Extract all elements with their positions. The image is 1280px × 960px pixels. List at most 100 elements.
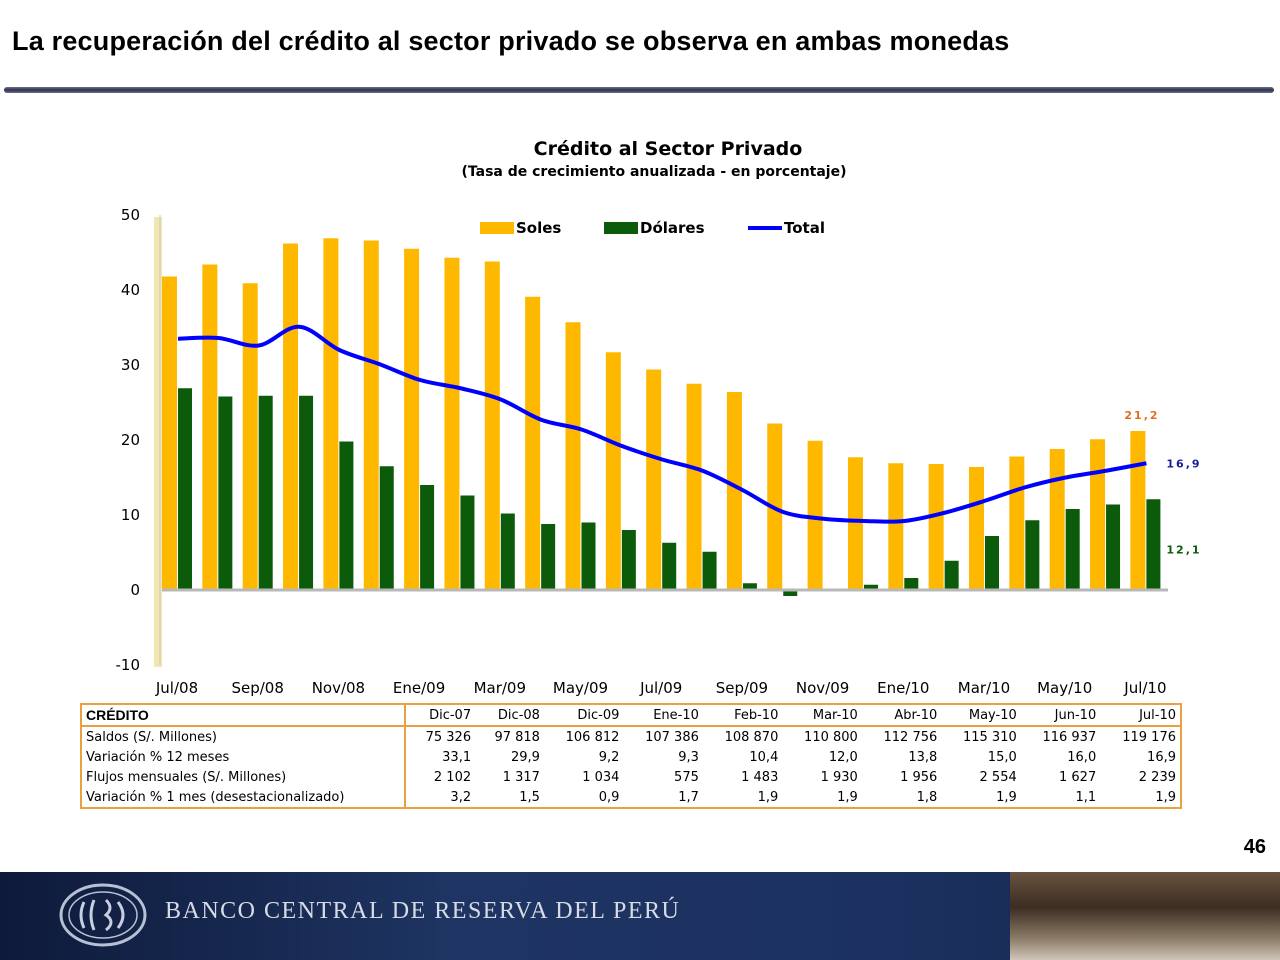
credit-growth-chart: Crédito al Sector Privado (Tasa de creci… xyxy=(116,138,1201,697)
bar-soles xyxy=(363,240,379,590)
bar-dolares xyxy=(541,524,556,590)
bar-soles xyxy=(847,457,863,590)
table-cell: 2 554 xyxy=(979,769,1017,785)
table-row: Variación % 12 meses 33,1 29,9 9,2 9,3 10,4 12… xyxy=(81,747,1181,767)
table-cell: 13,8 xyxy=(908,749,938,765)
table-cell: 1,7 xyxy=(678,789,699,805)
table-cell: 2 102 xyxy=(433,769,472,785)
bar-soles xyxy=(162,276,177,590)
legend-total-label: Total xyxy=(784,219,825,237)
y-axis-band xyxy=(154,217,162,667)
row-label: Variación % 12 meses xyxy=(81,747,406,767)
x-tick-label: Jul/10 xyxy=(1123,679,1166,697)
column-header: Jun-10 xyxy=(1054,707,1097,723)
x-tick-label: Sep/09 xyxy=(716,679,768,697)
bar-soles xyxy=(525,296,541,590)
table-cell: 119 176 xyxy=(1122,729,1176,745)
x-tick-label: Ene/10 xyxy=(877,679,929,697)
column-header: Ene-10 xyxy=(653,707,699,723)
table-cell: 10,4 xyxy=(749,749,779,765)
table-cell: 29,9 xyxy=(510,749,540,765)
page-number: 46 xyxy=(1243,836,1266,858)
bar-dolares xyxy=(742,583,757,590)
column-header: Abr-10 xyxy=(894,707,938,723)
column-header: Dic-07 xyxy=(429,707,472,723)
table-cell: 1,9 xyxy=(757,789,779,805)
table-cell: 1,9 xyxy=(837,789,858,805)
table-cell: 115 310 xyxy=(962,729,1017,745)
bar-dolares xyxy=(1146,499,1161,590)
line-total xyxy=(177,324,1147,524)
bar-soles xyxy=(1009,456,1025,590)
bar-dolares xyxy=(420,485,435,590)
bar-soles xyxy=(484,261,500,590)
table-cell: 3,2 xyxy=(450,789,472,805)
y-tick-label: 20 xyxy=(121,431,140,449)
x-tick-label: May/10 xyxy=(1037,679,1092,697)
bcrp-seal-icon xyxy=(59,883,147,947)
x-tick-label: Jul/08 xyxy=(155,679,198,697)
bar-dolares xyxy=(339,441,354,590)
bar-dolares xyxy=(581,522,596,590)
bar-dolares xyxy=(1065,509,1080,590)
table-cell: 1 956 xyxy=(900,769,938,785)
bar-dolares xyxy=(460,495,475,590)
x-tick-label: Jul/09 xyxy=(639,679,682,697)
slide-title: La recuperación del crédito al sector pr… xyxy=(12,26,1010,56)
bar-soles xyxy=(1130,431,1146,590)
table-cell: 112 756 xyxy=(883,729,938,745)
bar-dolares xyxy=(621,530,636,590)
y-tick-label: 30 xyxy=(121,356,140,374)
table-cell: 2 239 xyxy=(1138,769,1176,785)
chart-subtitle: (Tasa de crecimiento anualizada - en por… xyxy=(462,164,847,180)
legend-dolares-label: Dólares xyxy=(640,219,705,237)
label-total-last: 16,9 xyxy=(1166,457,1201,470)
table-header-row: CRÉDITO Dic-07 Dic-08 Dic-09 Ene-10 Feb-10 Mar… xyxy=(81,704,1181,726)
bar-dolares xyxy=(985,536,999,590)
bar-dolares xyxy=(863,584,878,590)
bar-dolares xyxy=(1025,520,1040,590)
legend-soles-label: Soles xyxy=(516,219,561,237)
table-cell: 1 034 xyxy=(582,769,620,785)
column-header: May-10 xyxy=(968,707,1017,723)
table-cell: 107 386 xyxy=(645,729,699,745)
bar-dolares xyxy=(783,590,798,596)
title-divider xyxy=(4,87,1274,93)
footer-banner: BANCO CENTRAL DE RESERVA DEL PERÚ xyxy=(0,872,1280,960)
x-tick-label: Mar/09 xyxy=(474,679,526,697)
bar-soles xyxy=(726,392,742,590)
table-cell: 1,1 xyxy=(1075,789,1097,805)
chart-legend: Soles Dólares Total xyxy=(480,219,825,237)
column-header: Dic-08 xyxy=(497,707,540,723)
table-cell: 12,0 xyxy=(828,749,858,765)
column-header: Feb-10 xyxy=(734,707,779,723)
table-cell: 1,9 xyxy=(996,789,1017,805)
bar-dolares xyxy=(218,396,233,590)
legend-soles-swatch xyxy=(480,222,514,234)
table-cell: 1,9 xyxy=(1155,789,1176,805)
x-tick-label: Ene/09 xyxy=(393,679,445,697)
y-tick-label: 0 xyxy=(130,581,140,599)
row-label: Flujos mensuales (S/. Millones) xyxy=(81,767,406,787)
bar-dolares xyxy=(702,551,717,590)
table-cell: 110 800 xyxy=(804,729,858,745)
row-label: Saldos (S/. Millones) xyxy=(81,726,406,747)
bar-dolares xyxy=(258,395,273,590)
table-row: Variación % 1 mes (desestacionalizado) 3,… xyxy=(81,787,1181,808)
bar-dolares xyxy=(662,542,677,590)
x-tick-label: Sep/08 xyxy=(231,679,283,697)
column-header: Dic-09 xyxy=(577,707,620,723)
bar-dolares xyxy=(1106,504,1121,590)
building-photo xyxy=(1010,872,1280,960)
bar-soles xyxy=(1049,449,1065,590)
x-tick-label: May/09 xyxy=(553,679,608,697)
bar-soles xyxy=(323,238,339,590)
bar-soles xyxy=(807,440,823,590)
table-cell: 0,9 xyxy=(598,789,620,805)
bar-soles xyxy=(242,283,258,590)
bar-soles xyxy=(1090,439,1106,590)
bar-soles xyxy=(605,352,621,590)
bar-soles xyxy=(283,243,299,590)
table-cell: 16,0 xyxy=(1067,749,1097,765)
bar-dolares xyxy=(178,388,192,590)
